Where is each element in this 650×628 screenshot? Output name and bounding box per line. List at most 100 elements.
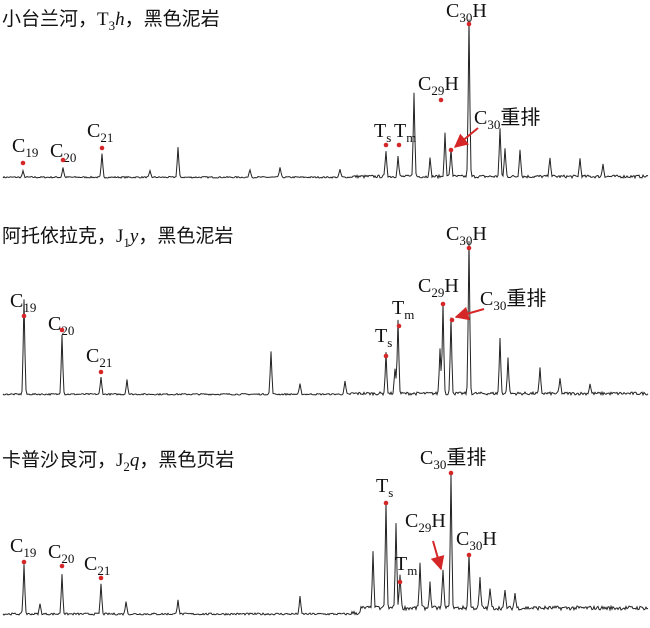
text-part: C [446,223,459,245]
peak-dot [99,145,105,151]
peak-dot [448,470,454,476]
text-part: ，黑色泥岩 [125,8,220,30]
peak-label: C19 [10,290,36,315]
peak-dot [383,500,389,506]
chromatogram-trace [2,473,649,616]
peak-dot [449,317,455,323]
subscript: 30 [459,233,472,248]
text-part: ，黑色泥岩 [138,225,233,247]
text-part: h [115,9,125,30]
text-part: T [376,475,388,497]
subscript: 19 [25,145,38,160]
text-part: 重排 [506,287,546,310]
text-part: C [10,290,23,312]
arrow [454,306,485,321]
peak-label: C19 [10,535,36,560]
text-part: C [48,541,61,563]
peak-label: C30重排 [480,287,546,313]
panel-title: 卡普沙良河，J2q，黑色页岩 [2,449,234,474]
subscript: 21 [97,563,110,578]
peak-label: C21 [86,345,112,370]
text-part: 重排 [500,106,540,129]
peak-label: C30H [446,223,487,248]
text-part: H [431,510,445,532]
subscript: 29 [418,520,431,535]
peak-dot [438,97,444,103]
peak-dot [98,575,104,581]
text-part: C [12,135,25,157]
peak-label: C20 [48,313,74,338]
subscript: 21 [100,130,113,145]
peak-dot [383,142,389,148]
peak-label: C30重排 [420,446,486,472]
subscript: 20 [63,150,76,165]
text-part: H [482,528,496,550]
text-part: T [394,120,406,142]
peak-label: C20 [48,541,74,566]
peak-label: C30重排 [474,106,540,132]
peak-dot [440,301,446,307]
peak-dot [59,327,65,333]
subscript: 20 [61,323,74,338]
subscript: m [407,563,417,578]
text-part: C [420,447,433,469]
subscript: 30 [459,10,472,25]
text-part: 重排 [446,446,486,469]
subscript: 21 [99,355,112,370]
peak-dot [466,552,472,558]
subscript: 2 [123,459,130,474]
peak-label: C30H [446,0,487,25]
subscript: 1 [123,235,130,250]
arrow [453,127,479,148]
peak-dot [397,579,403,585]
text-part: C [10,535,23,557]
subscript: m [404,307,414,322]
peak-label: Ts [375,325,392,350]
peak-dot [396,323,402,329]
subscript: 20 [61,551,74,566]
text-part: C [84,553,97,575]
peak-dot [396,142,402,148]
peak-label: C21 [84,553,110,578]
peak-dot [383,353,389,359]
text-part: T [395,553,407,575]
chromatogram-trace [2,241,649,397]
peak-label: C20 [50,140,76,165]
panel-title: 阿托依拉克，J1y，黑色泥岩 [2,225,233,250]
text-part: T [392,297,404,319]
text-part: q [130,450,140,471]
peak-label: Tm [392,297,414,322]
subscript: 30 [493,298,506,313]
text-part: H [444,73,458,95]
peak-label: C29H [418,73,459,98]
text-part: C [418,275,431,297]
text-part: C [87,120,100,142]
peak-dot [20,160,26,166]
text-part: C [456,528,469,550]
text-part: C [48,313,61,335]
peak-label: Ts [376,475,393,500]
peak-label: Ts [374,120,391,145]
subscript: 3 [109,18,116,33]
text-part: H [472,223,486,245]
peak-label: Tm [395,553,417,578]
text-part: 小台兰河，T [2,8,109,30]
subscript: s [387,335,392,350]
arrow [430,540,445,571]
peak-dot [448,147,454,153]
text-part: T [375,325,387,347]
text-part: C [405,510,418,532]
text-part: C [446,0,459,22]
text-part: y [128,226,139,247]
subscript: 29 [431,285,444,300]
peak-label: C29H [405,510,446,535]
text-part: C [418,73,431,95]
text-part: C [480,288,493,310]
text-part: T [374,120,386,142]
text-part: 阿托依拉克，J [2,225,123,247]
text-part: C [474,107,487,129]
peak-dot [21,559,27,565]
text-part: 卡普沙良河，J [2,449,123,471]
